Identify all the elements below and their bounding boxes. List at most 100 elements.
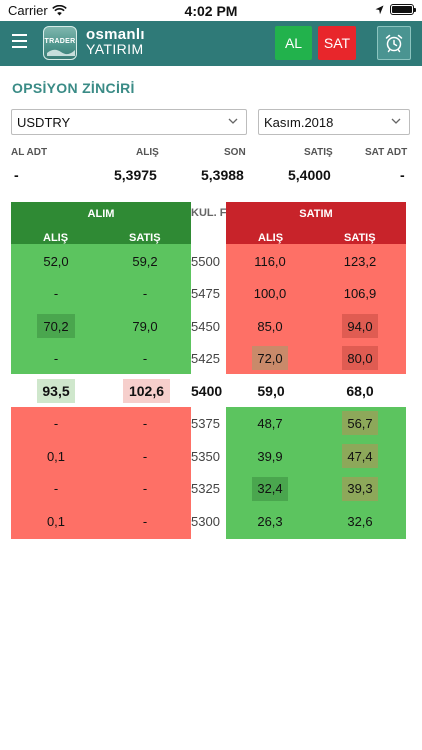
alim-bid-cell[interactable]: - [53,286,59,301]
summary-header-sat-adt: SAT ADT [365,147,408,158]
satim-title: SATIM [299,208,333,220]
alim-bid-cell[interactable]: 52,0 [43,254,69,269]
alim-ask-cell[interactable]: - [142,514,148,529]
satim-ask-cell[interactable]: 94,0 [347,319,373,334]
trader-logo: TRADER [43,26,77,60]
atm-satim-bid-cell[interactable]: 59,0 [257,383,285,399]
atm-alim-ask-cell[interactable]: 102,6 [123,379,170,403]
strike-cell: 5450 [191,319,220,334]
summary-value-satis: 5,4000 [288,167,331,183]
satim-ask-cell[interactable]: 80,0 [347,351,373,366]
chevron-down-icon [228,118,238,124]
summary-value-son: 5,3988 [201,167,244,183]
app-header: TRADER osmanlı YATIRIM AL SAT [0,21,422,66]
satim-bid-cell[interactable]: 85,0 [257,319,283,334]
strike-cell: 5300 [191,514,220,529]
wifi-icon [51,5,67,16]
summary-value-sat-adt: - [400,167,405,183]
atm-satim-ask-cell[interactable]: 68,0 [346,383,374,399]
summary-value-alis: 5,3975 [114,167,157,183]
summary-value-al-adt: - [14,167,19,183]
satim-bid-cell[interactable]: 48,7 [257,416,283,431]
buy-button[interactable]: AL [275,26,312,60]
summary-header-son: SON [224,147,246,158]
alim-ask-cell[interactable]: - [142,416,148,431]
alim-otm-block [11,407,191,539]
cell-highlight [342,314,378,338]
brand-line-2: YATIRIM [86,41,144,57]
alim-bid-cell[interactable]: - [53,481,59,496]
logo-badge-text: TRADER [44,38,76,45]
satim-ask-cell[interactable]: 106,9 [343,286,377,301]
atm-strike-cell: 5400 [191,383,223,399]
satim-ask-cell[interactable]: 123,2 [343,254,377,269]
satim-bid-cell[interactable]: 116,0 [254,254,286,269]
alim-title: ALIM [87,208,115,220]
alim-bid-cell[interactable]: - [53,351,59,366]
satim-ask-cell[interactable]: 47,4 [347,449,373,464]
clock: 4:02 PM [184,3,238,19]
strike-cell: 5425 [191,351,220,366]
alim-ask-cell[interactable]: - [142,351,148,366]
alim-ask-header: SATIŞ [129,232,161,244]
alarm-clock-icon [385,34,403,53]
expiry-select-value: Kasım.2018 [264,114,334,130]
logo-wave-icon [47,49,75,56]
strike-cell: 5475 [191,286,220,301]
alim-ask-cell[interactable]: - [142,286,148,301]
strike-cell: 5350 [191,449,220,464]
atm-alim-bid-cell[interactable]: 93,5 [37,379,75,403]
satim-header: SATIM ALIŞ SATIŞ [226,202,406,244]
cell-highlight [37,314,75,338]
alim-itm-block [11,244,191,374]
alim-bid-header: ALIŞ [43,232,69,244]
status-bar: Carrier 4:02 PM [0,0,422,21]
alim-ask-cell[interactable]: 79,0 [132,319,158,334]
brand-logo: osmanlı YATIRIM [86,26,145,57]
satim-ask-cell[interactable]: 56,7 [347,416,373,431]
strike-cell: 5325 [191,481,220,496]
brand-line-1: osmanlı [86,26,145,43]
status-left: Carrier [8,3,67,18]
alim-ask-cell[interactable]: - [142,481,148,496]
alim-bid-cell[interactable]: 70,2 [43,319,69,334]
battery-icon [390,4,416,15]
alim-bid-cell[interactable]: - [53,416,59,431]
summary-header-satis: SATIŞ [304,147,333,158]
alim-ask-cell[interactable]: 59,2 [132,254,158,269]
alarm-button[interactable] [377,26,411,60]
cell-highlight [342,411,378,435]
expiry-select[interactable]: Kasım.2018 [258,109,410,135]
strike-header: KUL. FİYAT [191,207,226,219]
cell-highlight [252,477,288,501]
satim-bid-cell[interactable]: 26,3 [257,514,283,529]
satim-bid-cell[interactable]: 39,9 [257,449,283,464]
satim-bid-cell[interactable]: 100,0 [253,286,287,301]
cell-highlight [342,346,378,370]
summary-header-alis: ALIŞ [136,147,159,158]
symbol-select-value: USDTRY [17,114,71,130]
satim-ask-cell[interactable]: 32,6 [347,514,373,529]
strike-cell: 5500 [191,254,220,269]
satim-bid-cell[interactable]: 72,0 [257,351,283,366]
symbol-select[interactable]: USDTRY [11,109,247,135]
cell-highlight [252,346,288,370]
carrier-label: Carrier [8,3,48,18]
status-right [375,4,416,15]
cell-highlight [342,477,378,501]
page-title: OPSİYON ZİNCİRİ [12,80,135,96]
chevron-down-icon [391,118,401,124]
alim-header: ALIM ALIŞ SATIŞ [11,202,191,244]
sell-button[interactable]: SAT [318,26,356,60]
satim-bid-header: ALIŞ [258,232,284,244]
summary-header-al-adt: AL ADT [11,147,48,158]
satim-bid-cell[interactable]: 32,4 [257,481,283,496]
alim-bid-cell[interactable]: 0,1 [46,449,66,464]
alim-ask-cell[interactable]: - [142,449,148,464]
menu-icon[interactable] [12,34,28,52]
alim-bid-cell[interactable]: 0,1 [46,514,66,529]
strike-cell: 5375 [191,416,220,431]
satim-ask-header: SATIŞ [344,232,376,244]
cell-highlight [342,444,378,468]
satim-ask-cell[interactable]: 39,3 [347,481,373,496]
